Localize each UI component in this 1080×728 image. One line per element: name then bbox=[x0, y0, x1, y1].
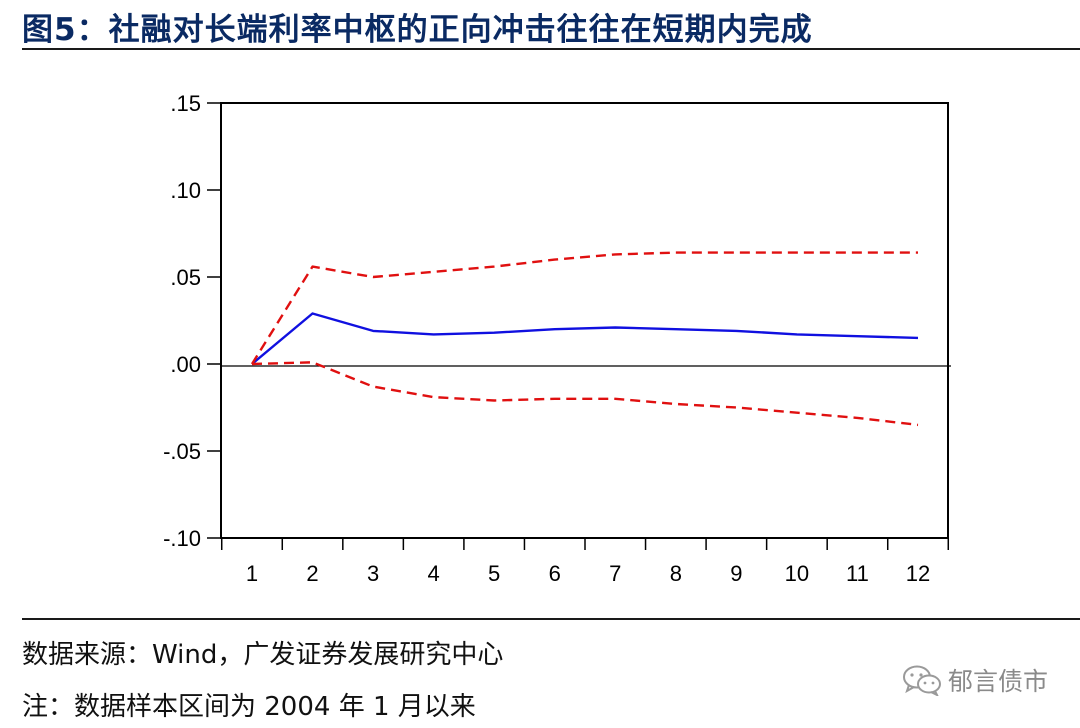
x-tick-label: 9 bbox=[730, 561, 742, 586]
impulse-response-line bbox=[251, 312, 919, 365]
y-tick-label: -.10 bbox=[163, 526, 201, 551]
x-tick-label: 10 bbox=[785, 561, 809, 586]
watermark-label: 郁言债市 bbox=[947, 667, 1048, 696]
x-tick-label: 1 bbox=[246, 561, 258, 586]
footer-divider bbox=[22, 618, 1080, 620]
x-tick-label: 5 bbox=[488, 561, 500, 586]
x-tick-label: 7 bbox=[609, 561, 621, 586]
title-divider bbox=[22, 48, 1080, 50]
x-tick-label: 2 bbox=[306, 561, 318, 586]
x-tick-label: 12 bbox=[906, 561, 930, 586]
upper-band-line bbox=[250, 251, 918, 365]
data-source: 数据来源：Wind，广发证券发展研究中心 bbox=[22, 640, 504, 670]
x-tick-label: 11 bbox=[846, 561, 869, 586]
y-tick-label: .00 bbox=[170, 352, 201, 377]
y-tick-label: -.05 bbox=[163, 439, 201, 464]
watermark: 郁言债市 bbox=[902, 662, 1048, 698]
lower-band-line bbox=[251, 361, 919, 427]
plot-frame bbox=[220, 102, 949, 539]
x-tick-label: 4 bbox=[428, 561, 440, 586]
x-tick-label: 3 bbox=[367, 561, 379, 586]
y-tick-label: .10 bbox=[170, 178, 201, 203]
y-tick-label: .05 bbox=[170, 265, 201, 290]
impulse-response-chart: .15.10.05.00-.05-.10 1 2 3 4 5 6 7 8 9 10 11 12 bbox=[163, 91, 951, 586]
x-tick-label: 6 bbox=[549, 561, 561, 586]
wechat-icon bbox=[902, 665, 941, 696]
x-tick-label: 8 bbox=[670, 561, 682, 586]
y-tick-label: .15 bbox=[170, 91, 201, 116]
figure-title: 图5：社融对长端利率中枢的正向冲击往往在短期内完成 bbox=[22, 12, 813, 48]
sample-note: 注：数据样本区间为 2004 年 1 月以来 bbox=[22, 692, 476, 722]
